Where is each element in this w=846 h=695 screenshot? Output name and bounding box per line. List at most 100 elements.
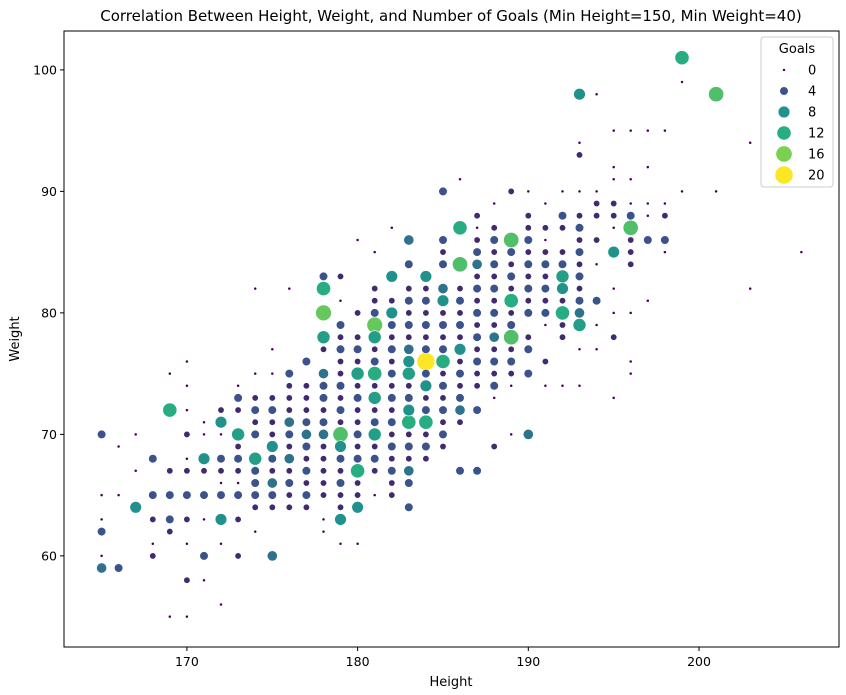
data-point — [404, 320, 414, 330]
data-point — [267, 405, 277, 415]
data-point — [388, 430, 396, 438]
data-point — [372, 493, 377, 497]
data-point — [336, 272, 345, 280]
data-point — [267, 454, 277, 464]
data-point — [319, 467, 328, 475]
data-point — [250, 405, 260, 415]
data-point — [452, 220, 468, 236]
data-point — [353, 344, 363, 354]
data-point — [302, 394, 310, 402]
data-point — [523, 259, 533, 269]
data-point — [301, 490, 311, 500]
data-point — [523, 308, 533, 318]
data-point — [645, 213, 650, 218]
data-point — [202, 432, 206, 437]
data-point — [387, 369, 397, 379]
data-point — [507, 370, 515, 378]
data-point — [96, 562, 108, 574]
data-point — [473, 236, 481, 244]
legend-label: 16 — [808, 148, 825, 163]
data-point — [439, 394, 447, 402]
data-point — [354, 491, 362, 499]
data-point — [334, 513, 347, 526]
data-point — [250, 478, 260, 488]
data-point — [283, 453, 295, 465]
data-point — [490, 345, 498, 353]
data-point — [387, 441, 397, 452]
data-point — [610, 212, 618, 220]
data-point — [422, 333, 430, 341]
data-point — [540, 284, 550, 294]
data-point — [418, 414, 434, 430]
data-point — [643, 235, 653, 245]
data-point — [214, 416, 228, 429]
data-point — [355, 541, 360, 546]
data-point — [421, 320, 431, 330]
data-point — [611, 396, 616, 400]
data-point — [475, 225, 479, 230]
data-point — [472, 356, 482, 367]
data-point — [319, 345, 328, 353]
data-point — [540, 259, 550, 269]
data-point — [628, 311, 633, 315]
data-point — [318, 271, 329, 281]
data-point — [663, 201, 667, 206]
data-point — [302, 479, 310, 487]
y-tick-label: 60 — [41, 548, 57, 563]
data-point — [490, 370, 498, 378]
data-point — [388, 455, 396, 463]
data-point — [422, 309, 430, 317]
data-point — [268, 430, 276, 438]
data-point — [354, 309, 362, 317]
data-point — [336, 467, 345, 475]
data-point — [133, 468, 138, 473]
legend-marker — [777, 105, 791, 119]
data-point — [405, 430, 413, 438]
data-point — [416, 352, 436, 371]
data-point — [268, 418, 276, 426]
data-point — [216, 490, 226, 500]
legend-label: 8 — [808, 106, 816, 121]
data-point — [370, 417, 380, 427]
data-point — [199, 490, 209, 500]
data-point — [577, 347, 582, 352]
data-point — [489, 284, 499, 294]
data-point — [611, 225, 616, 230]
data-point — [438, 405, 448, 415]
data-point — [388, 406, 396, 414]
data-point — [301, 466, 311, 476]
data-point — [335, 454, 346, 464]
data-point — [165, 514, 175, 524]
data-point — [319, 455, 328, 463]
data-point — [503, 329, 520, 346]
data-point — [543, 323, 548, 327]
data-point — [522, 428, 534, 440]
data-point — [421, 344, 431, 354]
legend-label: 20 — [808, 169, 825, 184]
data-point — [266, 440, 279, 453]
data-point — [708, 86, 725, 103]
data-point — [250, 429, 260, 439]
data-point — [302, 382, 310, 390]
data-point — [607, 245, 620, 259]
data-point — [439, 333, 447, 341]
data-point — [336, 370, 345, 378]
data-point — [492, 396, 497, 400]
data-point — [593, 236, 601, 244]
data-point — [524, 248, 532, 256]
data-point — [592, 296, 602, 306]
data-point — [388, 479, 396, 487]
data-point — [285, 491, 293, 499]
data-point — [114, 563, 124, 573]
data-point — [404, 502, 414, 512]
data-point — [404, 478, 414, 488]
data-point — [574, 296, 585, 306]
data-point — [284, 429, 294, 439]
data-point — [455, 369, 465, 379]
data-point — [557, 211, 568, 221]
data-point — [680, 189, 684, 194]
data-point — [354, 479, 362, 487]
data-point — [350, 463, 365, 479]
data-point — [372, 250, 377, 254]
data-point — [456, 418, 464, 426]
